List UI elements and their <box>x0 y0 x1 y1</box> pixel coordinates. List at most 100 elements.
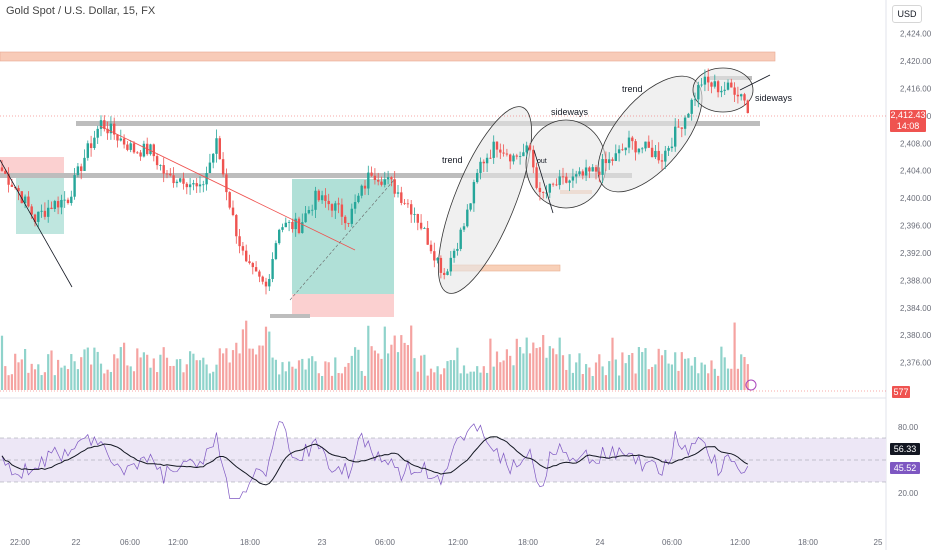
candle-body <box>604 159 608 164</box>
candle-body <box>241 246 245 251</box>
candle-body <box>489 157 492 159</box>
annotation-small: out <box>537 158 547 165</box>
volume-bar <box>63 365 66 390</box>
volume-bar <box>489 338 492 390</box>
volume-bar <box>10 374 13 390</box>
volume-bar <box>245 320 248 390</box>
candle-body <box>512 155 515 162</box>
candle-body <box>30 206 33 215</box>
candle-body <box>129 143 132 150</box>
trend-ellipse-2 <box>597 75 703 193</box>
volume-bar <box>558 337 561 390</box>
candle-body <box>687 113 690 118</box>
rsi-value-tag: 56.33 <box>890 443 920 455</box>
volume-bar <box>149 367 152 390</box>
candle-body <box>205 173 208 185</box>
candle-body <box>627 137 631 148</box>
candle-body <box>561 176 565 178</box>
volume-bar <box>50 350 53 390</box>
volume-bar <box>420 355 423 390</box>
volume-bar <box>670 364 673 390</box>
drawings-back <box>0 51 776 318</box>
candle-body <box>713 81 716 87</box>
volume-bar <box>548 346 551 390</box>
volume-bar <box>525 337 528 390</box>
candle-body <box>555 184 558 186</box>
volume-bar <box>76 369 79 390</box>
candle-body <box>667 148 670 151</box>
volume-tag: 577 <box>892 386 910 398</box>
candle-body <box>278 229 281 244</box>
volume-bar <box>637 347 640 390</box>
volume-bar <box>552 348 555 390</box>
volume-bar <box>281 362 284 390</box>
volume-bar <box>387 353 390 390</box>
candle-body <box>83 157 86 171</box>
candle-body <box>377 179 380 182</box>
volume-bar <box>268 331 271 390</box>
volume-bar <box>651 366 654 390</box>
volume-bar <box>594 362 598 390</box>
candle-body <box>624 147 627 151</box>
candle-body <box>284 222 287 228</box>
volume-bar <box>136 348 139 390</box>
volume-bar <box>631 353 634 390</box>
candle-body <box>337 203 340 205</box>
volume-bar <box>443 368 446 390</box>
candle-body <box>228 192 231 208</box>
candle-body <box>258 271 261 277</box>
volume-bar <box>284 371 287 390</box>
volume-bar <box>644 348 647 390</box>
candle-body <box>155 156 159 166</box>
candle-body <box>182 178 185 184</box>
candle-body <box>535 167 538 188</box>
candle-body <box>499 149 502 153</box>
volume-bar <box>717 375 720 390</box>
candle-body <box>238 236 241 247</box>
candle-body <box>380 181 383 185</box>
candle-body <box>588 167 591 172</box>
volume-bar <box>707 373 710 390</box>
candle-body <box>218 138 221 160</box>
volume-bar <box>297 360 301 390</box>
volume-bar <box>347 363 350 390</box>
candle-body <box>674 126 677 147</box>
candle-body <box>274 243 278 260</box>
short-target-box <box>16 177 64 234</box>
volume-bar <box>202 357 205 390</box>
volume-bar <box>288 361 291 390</box>
candle-body <box>4 170 7 174</box>
volume-bar <box>535 348 538 390</box>
candle-body <box>578 171 581 175</box>
candle-body <box>373 175 377 180</box>
candle-body <box>677 126 680 128</box>
volume-bar <box>720 346 723 390</box>
time-tick: 12:00 <box>168 538 189 547</box>
volume-bar <box>538 347 541 390</box>
candle-body <box>462 226 466 230</box>
candle-body <box>542 192 545 193</box>
price-tick: 2,424.00 <box>900 30 932 39</box>
price-tick: 2,400.00 <box>900 194 932 203</box>
volume-bar <box>380 358 383 390</box>
candle-body <box>690 99 693 114</box>
candle-body <box>317 190 320 201</box>
volume-bar <box>528 353 532 390</box>
candle-body <box>621 149 624 151</box>
currency-button[interactable]: USD <box>892 5 922 23</box>
volume-bar <box>208 373 211 390</box>
annotation-sideways2: sideways <box>755 93 793 103</box>
volume-bar <box>317 373 320 390</box>
price-tick: 2,404.00 <box>900 167 932 176</box>
long-stop-box <box>292 294 394 317</box>
volume-bar <box>119 347 122 390</box>
trend-line-left <box>0 159 73 288</box>
volume-bar <box>486 372 489 390</box>
candle-body <box>297 218 301 233</box>
candle-body <box>334 203 337 211</box>
candle-body <box>212 153 215 163</box>
volume-bar <box>40 375 43 390</box>
candle-body <box>446 271 449 275</box>
drawings: trend sideways trend sideways out <box>0 74 886 392</box>
